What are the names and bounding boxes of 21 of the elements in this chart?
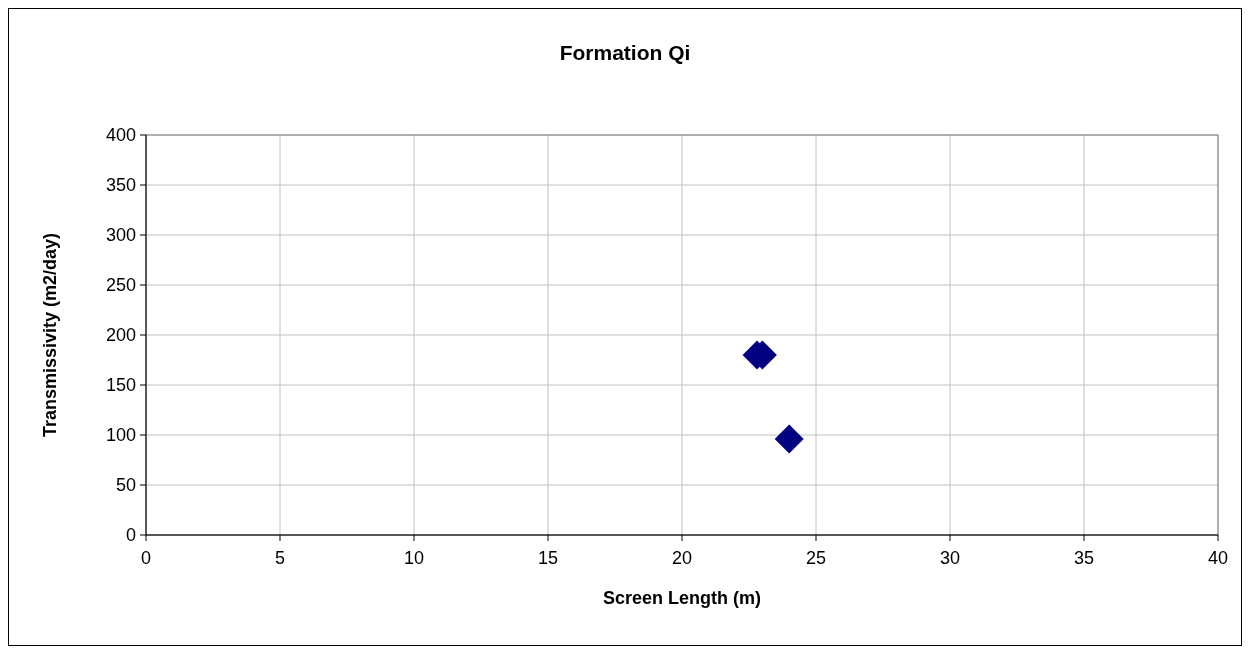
y-tick-label: 200 xyxy=(105,325,136,345)
x-tick-label: 35 xyxy=(1073,548,1095,568)
y-axis-title: Transmissivity (m2/day) xyxy=(40,232,60,438)
y-tick-label: 150 xyxy=(105,375,136,395)
y-tick-label: 400 xyxy=(105,125,136,145)
y-tick-label: 0 xyxy=(125,525,136,545)
y-tick-label: 250 xyxy=(105,275,136,295)
x-tick-label: 25 xyxy=(805,548,827,568)
x-tick-label: 5 xyxy=(274,548,286,568)
x-tick-label: 10 xyxy=(403,548,425,568)
x-tick-label: 20 xyxy=(671,548,693,568)
x-tick-label: 40 xyxy=(1207,548,1229,568)
x-axis-title: Screen Length (m) xyxy=(602,588,762,608)
y-tick-label: 300 xyxy=(105,225,136,245)
y-tick-label: 350 xyxy=(105,175,136,195)
x-tick-label: 0 xyxy=(140,548,152,568)
y-tick-label: 100 xyxy=(105,425,136,445)
x-tick-label: 15 xyxy=(537,548,559,568)
chart-title: Formation Qi xyxy=(559,41,691,64)
y-tick-label: 50 xyxy=(115,475,136,495)
x-tick-label: 30 xyxy=(939,548,961,568)
